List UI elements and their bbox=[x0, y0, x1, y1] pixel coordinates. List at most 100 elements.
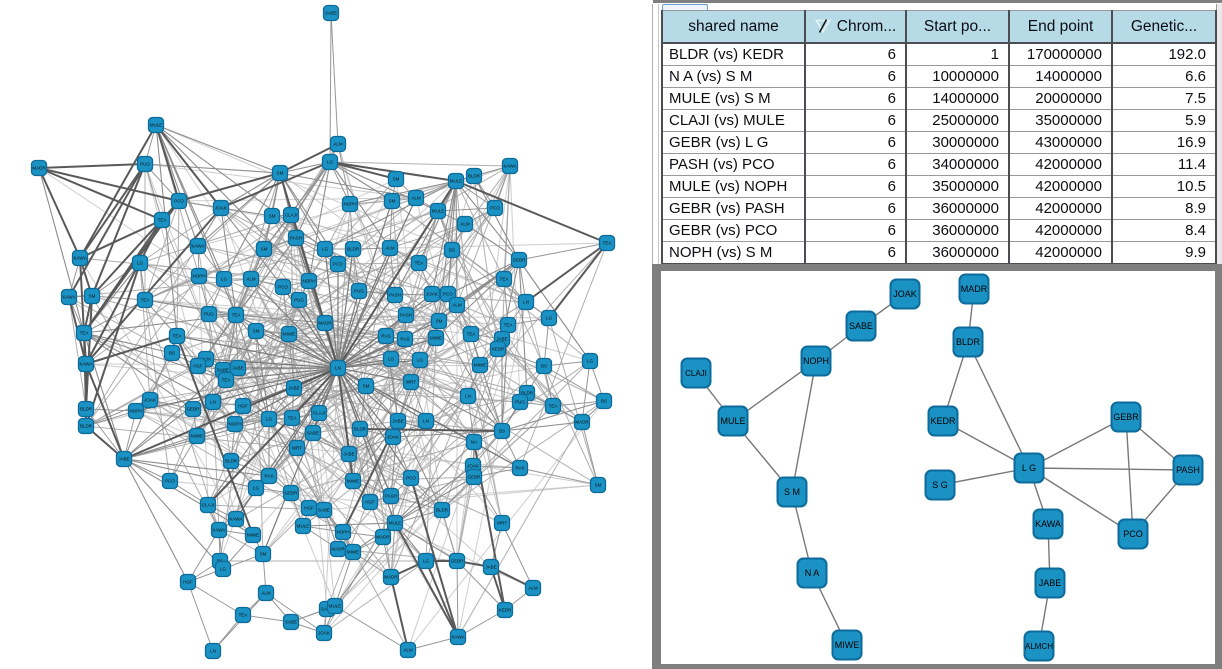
svg-text:BS: BS bbox=[601, 399, 607, 404]
svg-text:HGF: HGF bbox=[304, 506, 314, 511]
svg-text:BLDR: BLDR bbox=[347, 247, 360, 252]
svg-text:MADR: MADR bbox=[318, 321, 332, 326]
svg-text:PCO: PCO bbox=[490, 206, 500, 211]
svg-text:GEBR: GEBR bbox=[1113, 412, 1139, 422]
svg-text:SABE: SABE bbox=[217, 368, 229, 373]
svg-text:RAS: RAS bbox=[264, 474, 273, 479]
svg-text:TEA: TEA bbox=[467, 332, 476, 337]
svg-text:PCO: PCO bbox=[333, 262, 343, 267]
svg-text:JABE: JABE bbox=[1039, 578, 1062, 588]
svg-text:KAWA: KAWA bbox=[74, 256, 87, 261]
svg-text:PCO: PCO bbox=[443, 292, 453, 297]
svg-text:RAS: RAS bbox=[515, 466, 524, 471]
svg-text:GEBR: GEBR bbox=[187, 407, 201, 412]
svg-text:LG: LG bbox=[221, 277, 228, 282]
svg-text:WRT: WRT bbox=[292, 446, 302, 451]
svg-text:TEA: TEA bbox=[222, 378, 231, 383]
svg-text:LG: LG bbox=[137, 261, 144, 266]
svg-text:MIWE: MIWE bbox=[283, 332, 295, 337]
svg-text:PUG: PUG bbox=[515, 400, 525, 405]
svg-text:SABE: SABE bbox=[307, 431, 319, 436]
svg-text:HGF: HGF bbox=[193, 364, 203, 369]
svg-text:ALM: ALM bbox=[333, 142, 343, 147]
svg-text:PUG: PUG bbox=[294, 298, 304, 303]
svg-text:LN: LN bbox=[465, 394, 471, 399]
svg-text:MADR: MADR bbox=[384, 575, 398, 580]
svg-text:LN: LN bbox=[210, 649, 216, 654]
svg-text:GEBR: GEBR bbox=[451, 559, 465, 564]
svg-text:MULE: MULE bbox=[389, 521, 402, 526]
svg-text:TEA: TEA bbox=[173, 334, 182, 339]
svg-text:S M: S M bbox=[784, 487, 800, 497]
svg-text:PASH: PASH bbox=[389, 293, 401, 298]
svg-text:JOAK: JOAK bbox=[467, 464, 479, 469]
svg-text:LN: LN bbox=[423, 419, 429, 424]
svg-text:MIWE: MIWE bbox=[247, 533, 259, 538]
svg-text:MADR: MADR bbox=[575, 420, 589, 425]
svg-text:KAWA: KAWA bbox=[192, 244, 205, 249]
svg-text:LG: LG bbox=[388, 357, 395, 362]
svg-text:MADR: MADR bbox=[961, 284, 988, 294]
svg-text:LN: LN bbox=[335, 366, 341, 371]
svg-text:TEA: TEA bbox=[603, 241, 612, 246]
svg-text:CLAJI: CLAJI bbox=[202, 503, 214, 508]
svg-text:TEA: TEA bbox=[141, 298, 150, 303]
svg-text:ALMCH: ALMCH bbox=[1025, 642, 1053, 651]
svg-text:CLAJI: CLAJI bbox=[285, 213, 297, 218]
svg-text:TEA: TEA bbox=[549, 404, 558, 409]
svg-text:L G: L G bbox=[1022, 463, 1036, 473]
svg-text:GEBR: GEBR bbox=[513, 258, 527, 263]
svg-text:SM: SM bbox=[269, 214, 276, 219]
svg-text:NOPH: NOPH bbox=[343, 202, 356, 207]
svg-text:JABE: JABE bbox=[392, 419, 403, 424]
svg-text:RAS: RAS bbox=[381, 334, 390, 339]
svg-text:BS: BS bbox=[449, 248, 455, 253]
svg-text:WRT: WRT bbox=[406, 380, 416, 385]
svg-text:KAWA: KAWA bbox=[230, 517, 243, 522]
svg-text:TEA: TEA bbox=[500, 277, 509, 282]
svg-text:TEA: TEA bbox=[158, 218, 167, 223]
svg-text:NOPH: NOPH bbox=[192, 274, 205, 279]
svg-text:JOAK: JOAK bbox=[318, 631, 330, 636]
svg-text:MULE: MULE bbox=[297, 524, 310, 529]
svg-text:BS: BS bbox=[541, 364, 547, 369]
svg-text:SM: SM bbox=[595, 483, 602, 488]
svg-text:JABE: JABE bbox=[232, 366, 243, 371]
svg-text:JOAK: JOAK bbox=[215, 206, 227, 211]
svg-text:ALM: ALM bbox=[385, 246, 395, 251]
svg-text:N A: N A bbox=[805, 568, 820, 578]
svg-text:ALM: ALM bbox=[201, 357, 211, 362]
svg-text:BLDR: BLDR bbox=[80, 424, 93, 429]
svg-text:PCO: PCO bbox=[406, 476, 416, 481]
svg-text:NOPH: NOPH bbox=[228, 422, 241, 427]
svg-text:ALM: ALM bbox=[261, 591, 271, 596]
svg-text:BS: BS bbox=[499, 429, 505, 434]
svg-text:GEBR: GEBR bbox=[468, 475, 482, 480]
svg-text:SM: SM bbox=[363, 384, 370, 389]
svg-text:TEA: TEA bbox=[239, 613, 248, 618]
svg-text:JABE: JABE bbox=[485, 565, 496, 570]
svg-text:LG: LG bbox=[423, 559, 430, 564]
svg-text:SABE: SABE bbox=[285, 620, 297, 625]
svg-text:PASH: PASH bbox=[400, 313, 412, 318]
svg-text:LN: LN bbox=[523, 300, 529, 305]
svg-text:NOPH: NOPH bbox=[302, 279, 315, 284]
svg-text:MULE: MULE bbox=[329, 604, 342, 609]
svg-text:JOAK: JOAK bbox=[387, 435, 399, 440]
svg-text:KAWA: KAWA bbox=[452, 635, 465, 640]
svg-text:KAWA: KAWA bbox=[63, 295, 76, 300]
svg-text:SM: SM bbox=[393, 177, 400, 182]
svg-text:JOAK: JOAK bbox=[893, 289, 917, 299]
svg-text:JABE: JABE bbox=[118, 457, 129, 462]
svg-text:MIWE: MIWE bbox=[347, 550, 359, 555]
svg-text:TEA: TEA bbox=[80, 331, 89, 336]
svg-text:NOPH: NOPH bbox=[336, 530, 349, 535]
svg-text:PUG: PUG bbox=[354, 289, 364, 294]
svg-text:LG: LG bbox=[266, 417, 273, 422]
svg-text:PUG: PUG bbox=[140, 162, 150, 167]
svg-text:JOAK: JOAK bbox=[426, 292, 438, 297]
svg-text:NOPH: NOPH bbox=[803, 356, 829, 366]
svg-text:JOAK: JOAK bbox=[144, 398, 156, 403]
svg-text:TEA: TEA bbox=[288, 416, 297, 421]
svg-text:LG: LG bbox=[322, 247, 329, 252]
